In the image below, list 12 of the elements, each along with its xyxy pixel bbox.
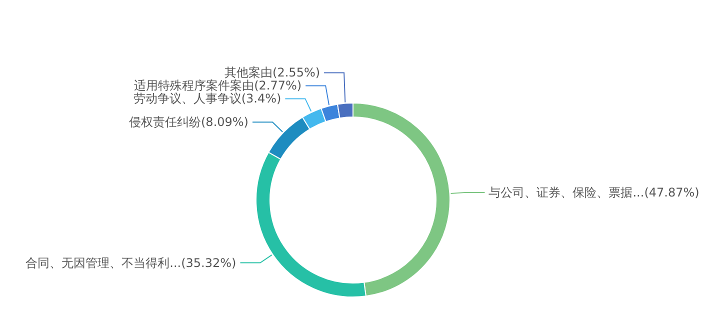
data-label: (47.87%) [644, 186, 700, 200]
data-label: (2.77%) [254, 78, 302, 93]
slice-label: 其他案由 [224, 66, 273, 80]
data-label: (35.32%) [181, 256, 236, 270]
slice-label: 适用特殊程序案件案由 [134, 78, 254, 93]
slice-label: 合同、无因管理、不当得利... [26, 256, 182, 270]
slice-label: 劳动争议、人事争议 [133, 92, 242, 106]
slice-label: 侵权责任纠纷 [129, 115, 202, 130]
slice-label: 与公司、证券、保险、票据... [488, 186, 644, 200]
data-label: (8.09%) [201, 115, 248, 130]
data-label: (3.4%) [241, 92, 282, 106]
data-label: (2.55%) [272, 66, 320, 80]
